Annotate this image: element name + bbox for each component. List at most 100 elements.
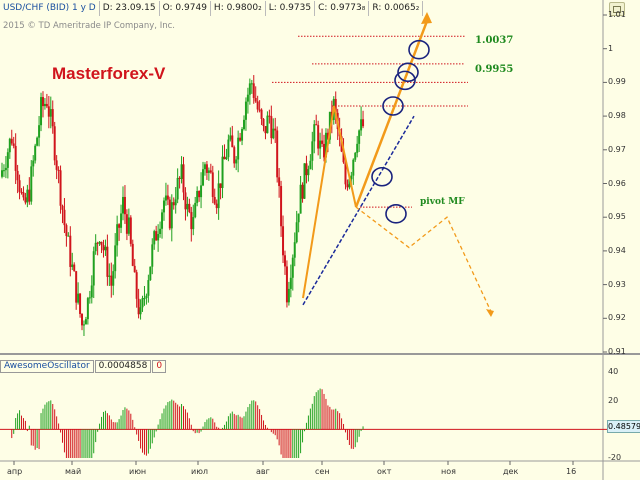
candle-body: [166, 195, 169, 200]
candle-body: [40, 97, 43, 126]
candle-body: [311, 141, 314, 161]
candle-body: [86, 298, 89, 320]
candle-body: [356, 143, 359, 153]
candle-body: [116, 224, 119, 246]
candle-body: [112, 271, 115, 286]
candle-body: [18, 180, 21, 192]
x-tick-label: июл: [191, 467, 209, 476]
y-tick-label: 0.98: [608, 111, 626, 121]
candle-body: [6, 152, 9, 168]
x-tick-label: дек: [503, 467, 519, 476]
candle-body: [244, 101, 247, 120]
candle-body: [4, 167, 7, 171]
candle-body: [127, 217, 130, 234]
open-readout: O: 0.9749: [159, 1, 211, 16]
y-tick-label: 0.99: [608, 77, 626, 87]
candle-body: [280, 186, 283, 227]
candle-body: [254, 97, 257, 102]
symbol-header: USD/CHF (BID) 1 у D D: 23.09.15 O: 0.974…: [0, 0, 424, 17]
candle-body: [188, 203, 191, 212]
candle-body: [276, 130, 279, 178]
y-tick-label: 0.92: [608, 313, 626, 323]
y-tick-label: 0.96: [608, 178, 626, 188]
chart-settings-icon[interactable]: [609, 2, 625, 16]
candle-body: [207, 170, 210, 173]
symbol-label[interactable]: USD/CHF (BID) 1 у D: [0, 1, 100, 16]
candle-body: [49, 109, 52, 117]
candle-body: [82, 324, 85, 326]
candle-body: [123, 196, 126, 215]
y-tick-label: 1: [608, 43, 614, 53]
y-tick-label: 0.97: [608, 144, 626, 154]
x-tick-label: сен: [315, 467, 330, 476]
candle-body: [295, 222, 298, 243]
candle-body: [133, 265, 136, 273]
candle-body: [346, 184, 349, 188]
candle-body: [301, 184, 304, 199]
oscillator-value: 0.0004858: [94, 360, 152, 373]
candle-body: [53, 126, 56, 161]
candle-body: [352, 159, 355, 176]
candle-body: [20, 191, 23, 193]
candle-body: [297, 213, 300, 223]
high-readout: H: 0.9800₂: [210, 1, 266, 16]
candle-body: [43, 103, 46, 107]
y-tick-label: 0.93: [608, 279, 626, 289]
chart-title: Masterforex-V: [52, 64, 166, 83]
candle-body: [65, 225, 68, 237]
candle-body: [354, 152, 357, 160]
candle-body: [184, 192, 187, 210]
candle-body: [307, 169, 310, 176]
osc-tick-label: 20: [608, 395, 619, 405]
candle-body: [348, 179, 351, 188]
candle-body: [45, 103, 48, 107]
candle-body: [10, 138, 13, 144]
candle-body: [326, 132, 329, 140]
x-tick-label: июн: [129, 467, 147, 476]
candle-body: [225, 157, 228, 160]
candle-body: [235, 159, 238, 164]
candle-body: [248, 83, 251, 95]
marker-ellipse: [371, 166, 393, 187]
candle-body: [350, 175, 353, 180]
trend-line: [302, 115, 415, 306]
marker-ellipse: [397, 62, 419, 83]
candle-body: [186, 203, 189, 210]
candle-body: [252, 83, 255, 98]
candle-body: [176, 177, 179, 200]
x-tick-label: апр: [7, 467, 23, 476]
candle-body: [324, 132, 327, 158]
candle-body: [143, 298, 146, 300]
candle-body: [34, 145, 37, 161]
candle-body: [246, 94, 249, 102]
candle-body: [243, 119, 245, 130]
oscillator-name[interactable]: AwesomeOscillator: [0, 360, 94, 373]
oscillator-zero: 0: [152, 360, 167, 373]
candle-body: [268, 115, 271, 117]
candle-body: [41, 97, 44, 107]
projection-arrowhead: [421, 12, 432, 24]
candle-body: [161, 212, 164, 229]
candle-body: [16, 170, 19, 181]
candle-body: [190, 211, 193, 230]
candle-body: [59, 170, 62, 206]
date-readout: D: 23.09.15: [99, 1, 160, 16]
candle-body: [73, 264, 76, 272]
candle-body: [84, 319, 87, 325]
osc-tick-label: -20: [608, 453, 622, 462]
candle-body: [344, 162, 347, 185]
candle-body: [57, 169, 60, 171]
candle-body: [12, 143, 15, 146]
candle-body: [51, 109, 54, 127]
candle-body: [262, 118, 265, 127]
candle-body: [272, 128, 275, 139]
candle-body: [79, 293, 82, 314]
y-tick-label: 0.95: [608, 212, 626, 222]
candle-body: [256, 101, 259, 110]
x-tick-label: авг: [256, 467, 270, 476]
candle-body: [198, 191, 201, 198]
candle-body: [358, 130, 361, 144]
candle-body: [231, 135, 234, 148]
candle-body: [114, 245, 117, 272]
